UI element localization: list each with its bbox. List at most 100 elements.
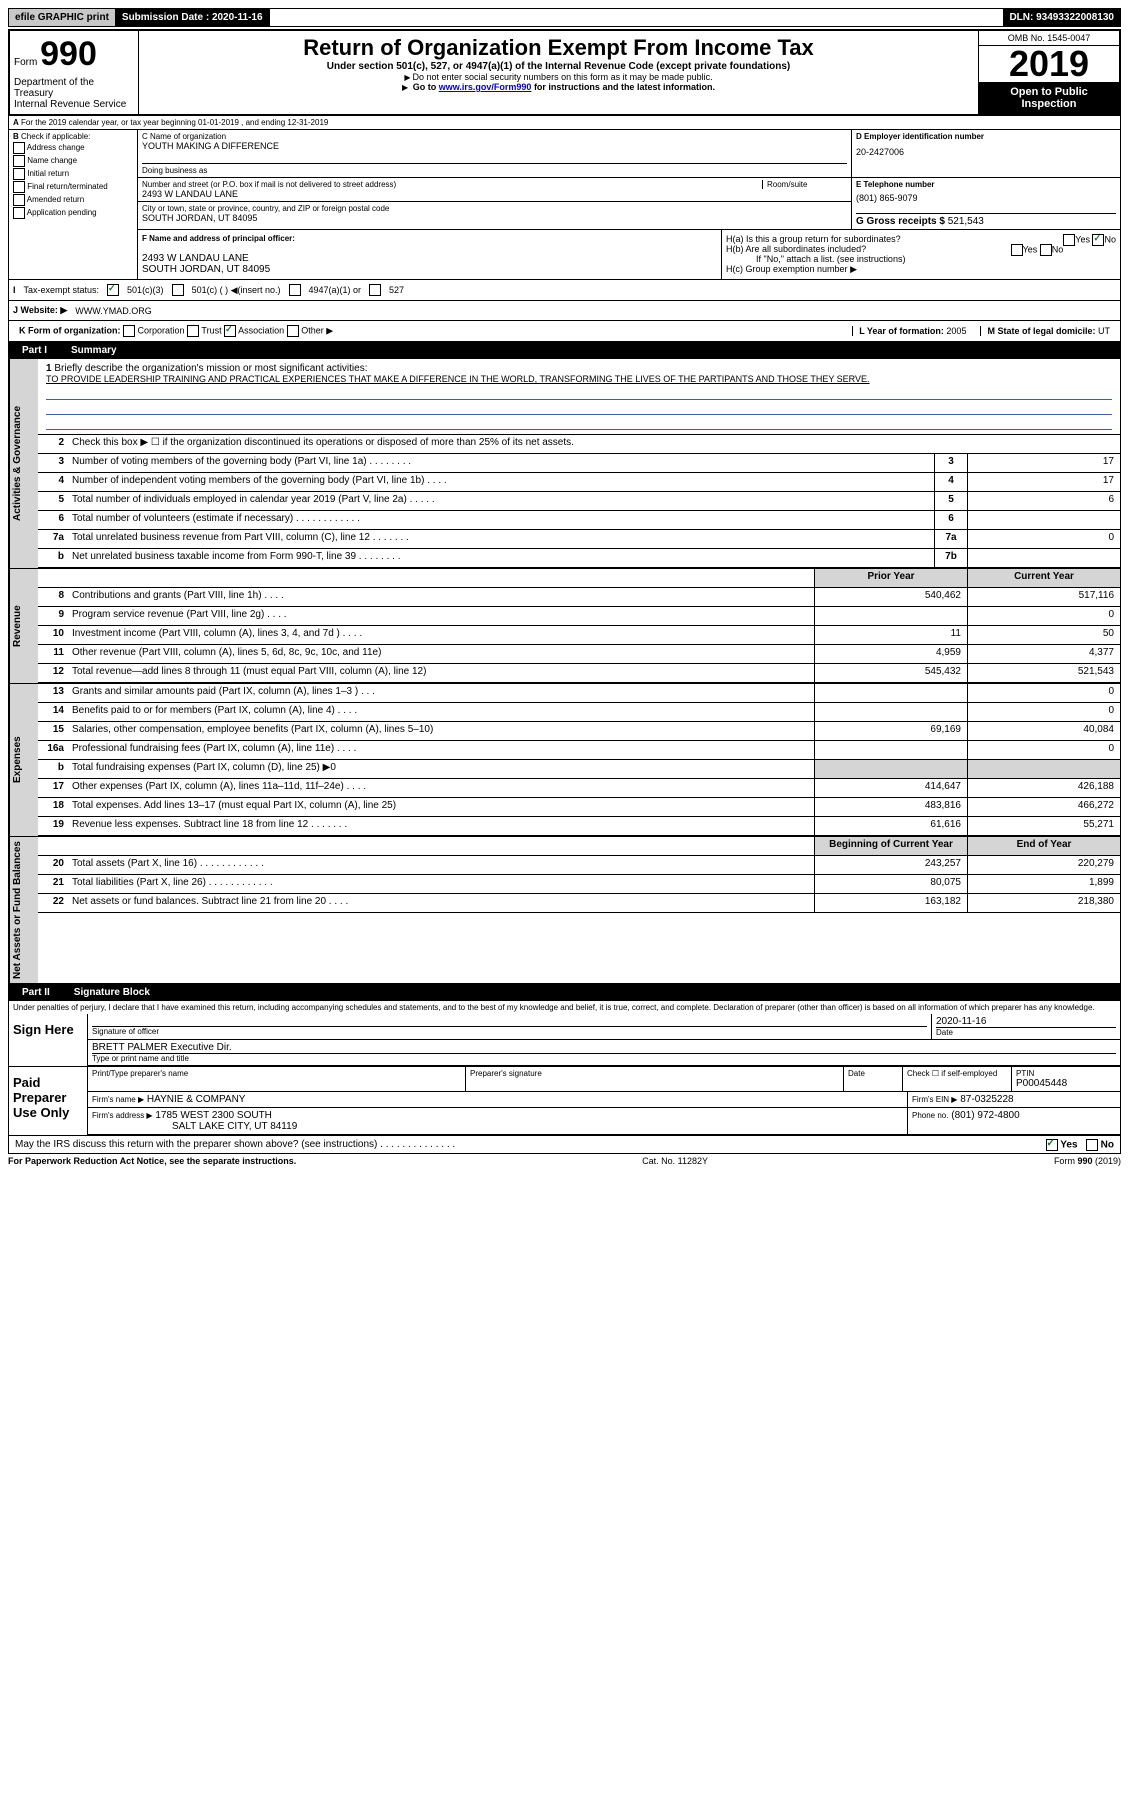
state-domicile: UT (1098, 326, 1110, 336)
firm-addr-cell: Firm's address ▶ 1785 WEST 2300 SOUTH SA… (88, 1108, 908, 1134)
efile-label[interactable]: efile GRAPHIC print (9, 9, 116, 26)
line-6: 6Total number of volunteers (estimate if… (38, 511, 1120, 530)
ein-value: 20-2427006 (856, 147, 1116, 157)
footer-right: Form 990 (2019) (1054, 1156, 1121, 1166)
year-formation: 2005 (946, 326, 966, 336)
check-501c3[interactable] (107, 284, 119, 296)
form-header: Form 990 Department of the Treasury Inte… (8, 29, 1121, 116)
line-10: 10Investment income (Part VIII, column (… (38, 626, 1120, 645)
paid-prep-label: Paid Preparer Use Only (9, 1067, 88, 1135)
form990-link[interactable]: www.irs.gov/Form990 (439, 82, 532, 92)
hint-ssn: Do not enter social security numbers on … (147, 72, 970, 82)
check-final[interactable]: Final return/terminated (13, 181, 133, 193)
footer-left: For Paperwork Reduction Act Notice, see … (8, 1156, 296, 1166)
h-block: H(a) Is this a group return for subordin… (722, 230, 1120, 279)
section-abcdefg: B Check if applicable: Address change Na… (8, 130, 1121, 280)
submission-date: 2020-11-16 (212, 12, 263, 23)
check-amended[interactable]: Amended return (13, 194, 133, 206)
line-16a: 16aProfessional fundraising fees (Part I… (38, 741, 1120, 760)
firm-ein: 87-0325228 (960, 1094, 1013, 1105)
form-subtitle: Under section 501(c), 527, or 4947(a)(1)… (147, 61, 970, 72)
firm-phone: (801) 972-4800 (951, 1110, 1019, 1121)
tax-year-row: A For the 2019 calendar year, or tax yea… (8, 116, 1121, 130)
line-9: 9Program service revenue (Part VIII, lin… (38, 607, 1120, 626)
year-header-row: Prior Year Current Year (38, 569, 1120, 588)
line-12: 12Total revenue—add lines 8 through 11 (… (38, 664, 1120, 683)
sig-disclaimer: Under penalties of perjury, I declare th… (9, 1001, 1120, 1014)
discuss-row: May the IRS discuss this return with the… (9, 1135, 1120, 1153)
col-b-checks: B Check if applicable: Address change Na… (9, 130, 138, 279)
header-right: OMB No. 1545-0047 2019 Open to Public In… (978, 31, 1119, 114)
website-row: J Website: ▶ WWW.YMAD.ORG (8, 301, 1121, 321)
open-public: Open to Public Inspection (979, 82, 1119, 114)
side-governance: Activities & Governance (9, 359, 38, 568)
line-15: 15Salaries, other compensation, employee… (38, 722, 1120, 741)
line-14: 14Benefits paid to or for members (Part … (38, 703, 1120, 722)
line-17: 17Other expenses (Part IX, column (A), l… (38, 779, 1120, 798)
mission-block: 1 Briefly describe the organization's mi… (38, 359, 1120, 435)
sig-date-cell: 2020-11-16 Date (932, 1014, 1120, 1039)
check-527[interactable] (369, 284, 381, 296)
dln-label: DLN: (1009, 12, 1033, 23)
line-13: 13Grants and similar amounts paid (Part … (38, 684, 1120, 703)
col-cde: C Name of organization YOUTH MAKING A DI… (138, 130, 1120, 279)
submission-block: Submission Date : 2020-11-16 (116, 9, 270, 26)
footer-center: Cat. No. 11282Y (642, 1156, 708, 1166)
form-number: 990 (40, 35, 97, 73)
sig-officer-cell: Signature of officer (88, 1014, 932, 1039)
city-value: SOUTH JORDAN, UT 84095 (142, 213, 847, 223)
side-expenses: Expenses (9, 684, 38, 836)
signature-block: Under penalties of perjury, I declare th… (8, 1001, 1121, 1154)
sign-here-label: Sign Here (9, 1014, 88, 1066)
check-name[interactable]: Name change (13, 155, 133, 167)
ptin-value: P00045448 (1016, 1078, 1116, 1089)
dln-block: DLN: 93493322008130 (1003, 9, 1120, 26)
boy-header-row: Beginning of Current Year End of Year (38, 837, 1120, 856)
dept-treasury: Department of the Treasury (14, 77, 134, 99)
org-name: YOUTH MAKING A DIFFERENCE (142, 141, 847, 151)
line-b: bNet unrelated business taxable income f… (38, 549, 1120, 568)
address-block: Number and street (or P.O. box if mail i… (138, 178, 852, 229)
header-center: Return of Organization Exempt From Incom… (139, 31, 978, 114)
ein-block: D Employer identification number 20-2427… (852, 130, 1120, 177)
header-left: Form 990 Department of the Treasury Inte… (10, 31, 139, 114)
form-prefix: Form (14, 57, 37, 68)
dba-label: Doing business as (142, 166, 847, 175)
org-name-block: C Name of organization YOUTH MAKING A DI… (138, 130, 852, 177)
line-20: 20Total assets (Part X, line 16) . . . .… (38, 856, 1120, 875)
line-22: 22Net assets or fund balances. Subtract … (38, 894, 1120, 913)
firm-name-cell: Firm's name ▶ HAYNIE & COMPANY (88, 1092, 908, 1107)
street-value: 2493 W LANDAU LANE (142, 189, 847, 199)
officer-name-cell: BRETT PALMER Executive Dir. Type or prin… (88, 1040, 1120, 1065)
line-21: 21Total liabilities (Part X, line 26) . … (38, 875, 1120, 894)
page-footer: For Paperwork Reduction Act Notice, see … (8, 1154, 1121, 1168)
form-title: Return of Organization Exempt From Incom… (147, 35, 970, 61)
line-7a: 7aTotal unrelated business revenue from … (38, 530, 1120, 549)
line-b: bTotal fundraising expenses (Part IX, co… (38, 760, 1120, 779)
check-501c[interactable] (172, 284, 184, 296)
dln-value: 93493322008130 (1036, 12, 1114, 23)
side-netassets: Net Assets or Fund Balances (9, 837, 38, 983)
check-initial[interactable]: Initial return (13, 168, 133, 180)
hint-link: Go to www.irs.gov/Form990 for instructio… (147, 82, 970, 92)
phone-gross-block: E Telephone number (801) 865-9079 G Gros… (852, 178, 1120, 229)
top-bar: efile GRAPHIC print Submission Date : 20… (8, 8, 1121, 27)
line-11: 11Other revenue (Part VIII, column (A), … (38, 645, 1120, 664)
tax-year: 2019 (979, 46, 1119, 82)
line-3: 3Number of voting members of the governi… (38, 454, 1120, 473)
line-2: 2 Check this box ▶ ☐ if the organization… (38, 435, 1120, 454)
gross-receipts: 521,543 (948, 216, 984, 227)
part1-header: Part I Summary (8, 342, 1121, 359)
irs-label: Internal Revenue Service (14, 99, 134, 110)
website-value: WWW.YMAD.ORG (75, 306, 152, 316)
officer-block: F Name and address of principal officer:… (138, 230, 722, 279)
prep-sig-label: Preparer's signature (466, 1067, 844, 1091)
line-19: 19Revenue less expenses. Subtract line 1… (38, 817, 1120, 836)
phone-value: (801) 865-9079 (856, 193, 1116, 203)
mission-text: TO PROVIDE LEADERSHIP TRAINING AND PRACT… (46, 374, 870, 384)
kform-row: K Form of organization: Corporation Trus… (8, 321, 1121, 342)
check-4947[interactable] (289, 284, 301, 296)
part2-header: Part II Signature Block (8, 984, 1121, 1001)
check-address[interactable]: Address change (13, 142, 133, 154)
check-pending[interactable]: Application pending (13, 207, 133, 219)
